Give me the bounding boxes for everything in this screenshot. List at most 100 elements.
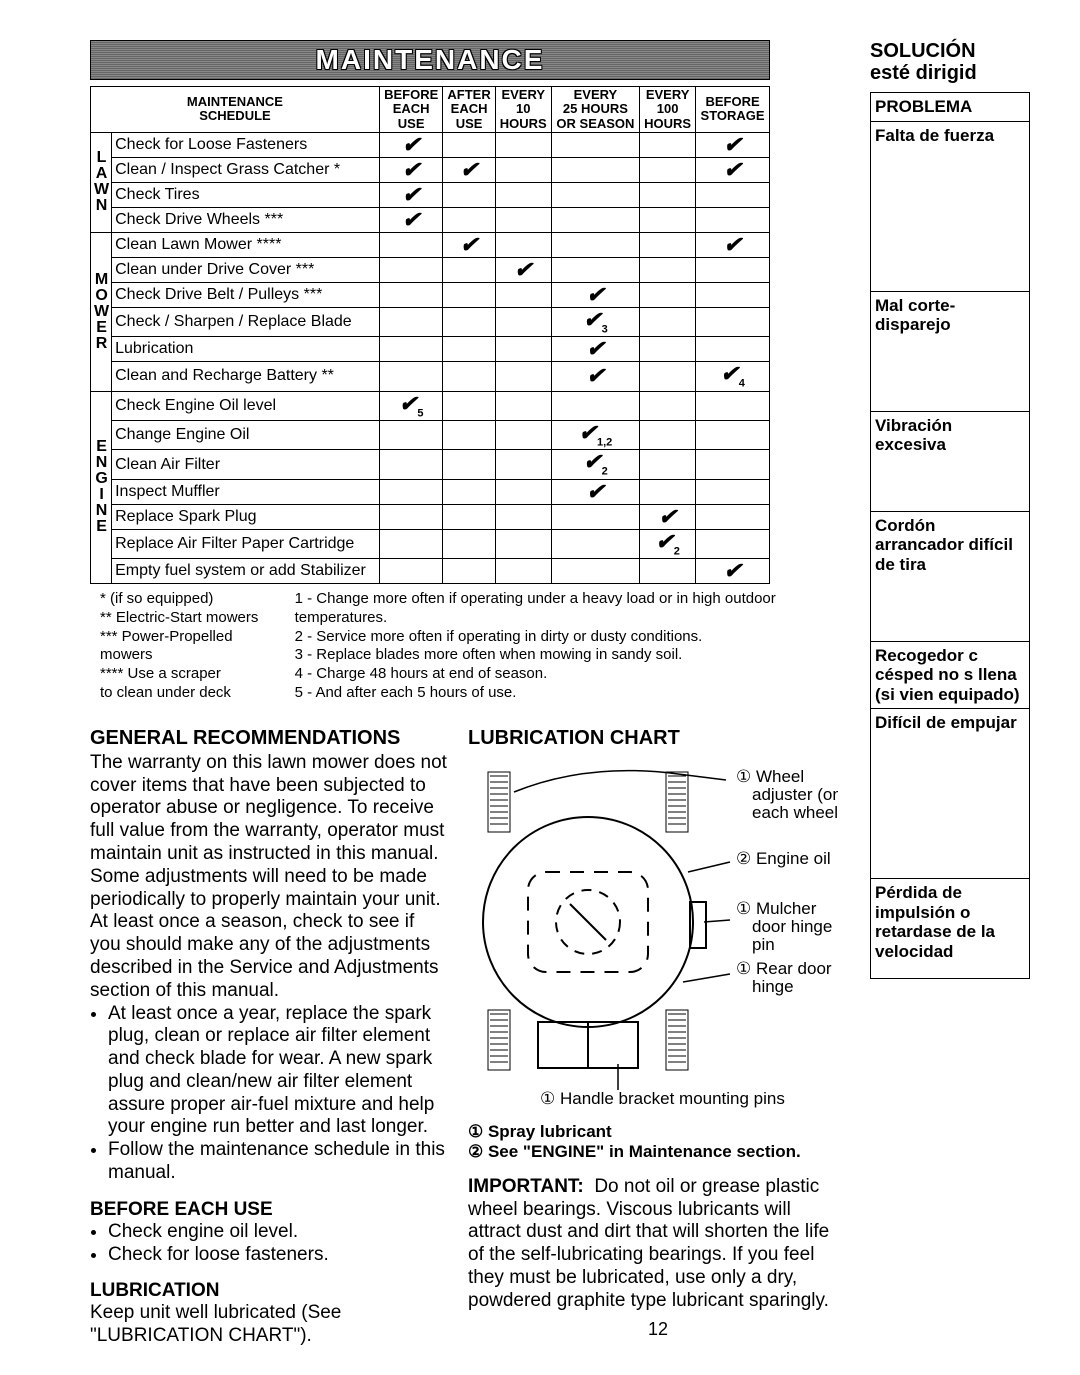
check-cell — [696, 391, 770, 420]
check-cell — [551, 559, 639, 584]
svg-text:① Wheel: ① Wheel — [736, 767, 804, 786]
check-cell — [640, 182, 696, 207]
check-cell: ✔ — [495, 257, 551, 282]
svg-text:hinge: hinge — [752, 977, 794, 996]
check-cell — [696, 421, 770, 450]
check-cell — [379, 559, 443, 584]
check-cell — [551, 257, 639, 282]
check-cell: ✔1,2 — [551, 421, 639, 450]
task-cell: Replace Air Filter Paper Cartridge — [112, 529, 380, 558]
check-cell — [443, 479, 495, 504]
col-every-25: EVERY25 HOURSOR SEASON — [551, 87, 639, 133]
check-cell — [495, 450, 551, 479]
check-cell — [696, 182, 770, 207]
task-cell: Check for Loose Fasteners — [112, 132, 380, 157]
check-cell — [443, 421, 495, 450]
task-cell: Check / Sharpen / Replace Blade — [112, 307, 380, 336]
check-cell — [443, 207, 495, 232]
lubrication-heading: LUBRICATION — [90, 1280, 450, 1302]
task-cell: Clean / Inspect Grass Catcher * — [112, 157, 380, 182]
check-cell — [551, 504, 639, 529]
task-cell: Replace Spark Plug — [112, 504, 380, 529]
check-cell: ✔ — [696, 559, 770, 584]
schedule-footnotes: * (if so equipped)** Electric-Start mowe… — [100, 590, 850, 703]
svg-text:adjuster (on: adjuster (on — [752, 785, 838, 804]
problema-cell: Mal corte-disparejo — [871, 291, 1030, 411]
group-lawn: LAWN — [91, 132, 112, 232]
check-cell — [443, 391, 495, 420]
svg-text:① Rear door: ① Rear door — [736, 959, 832, 978]
check-cell — [640, 257, 696, 282]
check-cell — [696, 504, 770, 529]
lubrication-text: Keep unit well lubricated (See "LUBRICAT… — [90, 1302, 450, 1348]
page-number: 12 — [468, 1319, 848, 1340]
check-cell: ✔ — [696, 232, 770, 257]
task-cell: Inspect Muffler — [112, 479, 380, 504]
check-cell — [443, 257, 495, 282]
check-cell — [443, 337, 495, 362]
check-cell — [495, 559, 551, 584]
check-cell: ✔2 — [551, 450, 639, 479]
check-cell: ✔5 — [379, 391, 443, 420]
task-cell: Clean under Drive Cover *** — [112, 257, 380, 282]
schedule-title: MAINTENANCESCHEDULE — [91, 87, 380, 133]
check-cell: ✔ — [379, 182, 443, 207]
general-para: The warranty on this lawn mower does not… — [90, 752, 450, 1003]
check-cell — [495, 157, 551, 182]
svg-text:door hinge: door hinge — [752, 917, 832, 936]
before-each-use-heading: BEFORE EACH USE — [90, 1199, 450, 1221]
check-cell — [495, 337, 551, 362]
task-cell: Check Drive Wheels *** — [112, 207, 380, 232]
check-cell — [495, 504, 551, 529]
col-after-each: AFTEREACHUSE — [443, 87, 495, 133]
check-cell: ✔ — [551, 337, 639, 362]
check-cell — [379, 450, 443, 479]
check-cell — [551, 132, 639, 157]
important-note: IMPORTANT: Do not oil or grease plastic … — [468, 1176, 848, 1313]
lubrication-legend: ① Spray lubricant ② See "ENGINE" in Main… — [468, 1122, 848, 1162]
check-cell — [379, 421, 443, 450]
check-cell — [696, 450, 770, 479]
check-cell — [495, 391, 551, 420]
check-cell — [551, 207, 639, 232]
check-cell — [551, 232, 639, 257]
check-cell — [551, 529, 639, 558]
check-cell — [495, 207, 551, 232]
check-cell — [551, 391, 639, 420]
check-cell — [640, 207, 696, 232]
check-cell: ✔ — [551, 479, 639, 504]
check-cell — [443, 559, 495, 584]
check-cell — [443, 504, 495, 529]
check-cell: ✔ — [443, 157, 495, 182]
svg-text:① Mulcher: ① Mulcher — [736, 899, 817, 918]
lubrication-chart-diagram: ① Wheel adjuster (on each wheel) ② Engin… — [468, 752, 838, 1112]
general-bullets: At least once a year, replace the spark … — [108, 1003, 450, 1185]
check-cell: ✔ — [696, 132, 770, 157]
check-cell — [495, 232, 551, 257]
check-cell — [495, 421, 551, 450]
check-cell — [443, 132, 495, 157]
check-cell — [696, 307, 770, 336]
maintenance-banner: MAINTENANCE — [90, 40, 770, 80]
general-recommendations-heading: GENERAL RECOMMENDATIONS — [90, 727, 450, 750]
svg-text:② Engine oil: ② Engine oil — [736, 849, 831, 868]
check-cell — [495, 362, 551, 391]
task-cell: Check Drive Belt / Pulleys *** — [112, 282, 380, 307]
problema-cell: Recogedor c césped no s llena (si vien e… — [871, 641, 1030, 709]
col-every-100: EVERY100HOURS — [640, 87, 696, 133]
check-cell — [696, 257, 770, 282]
check-cell: ✔ — [443, 232, 495, 257]
check-cell — [640, 157, 696, 182]
check-cell — [640, 362, 696, 391]
check-cell — [696, 207, 770, 232]
check-cell — [640, 282, 696, 307]
check-cell — [443, 307, 495, 336]
check-cell — [640, 450, 696, 479]
problema-cell: Difícil de empujar — [871, 709, 1030, 879]
check-cell — [640, 479, 696, 504]
svg-text:each wheel): each wheel) — [752, 803, 838, 822]
group-engine: ENGINE — [91, 391, 112, 584]
check-cell — [379, 529, 443, 558]
before-bullets: Check engine oil level.Check for loose f… — [108, 1221, 450, 1267]
problema-cell: Pérdida de impulsión o retardase de la v… — [871, 879, 1030, 979]
